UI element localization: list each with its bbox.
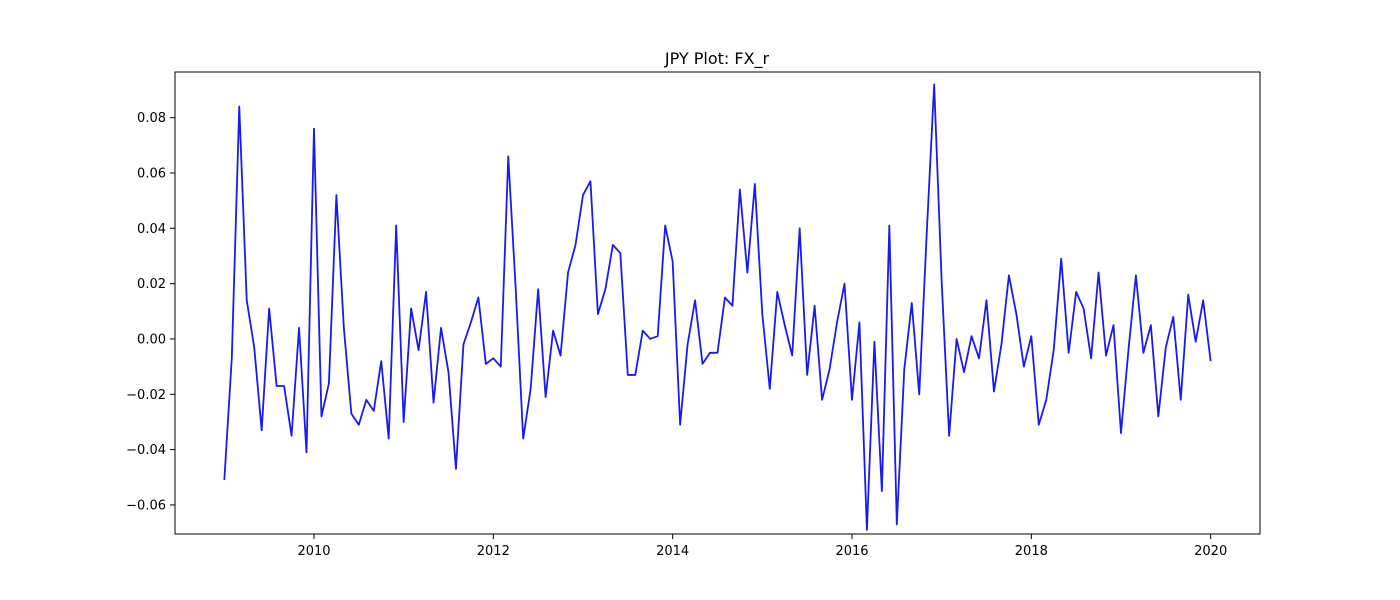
series-layer	[223, 83, 1212, 531]
x-tick-label: 2010	[297, 544, 330, 559]
y-tick-label: 0.02	[137, 277, 166, 292]
x-tick-label: 2014	[656, 544, 689, 559]
y-tick-label: 0.04	[137, 222, 166, 237]
y-tick-label: −0.06	[126, 498, 166, 513]
y-tick-label: 0.06	[137, 166, 166, 181]
series-line	[223, 83, 1212, 531]
y-tick-label: 0.00	[137, 332, 166, 347]
y-axis: −0.06 −0.04 −0.02 0.00 0.02 0.04 0.06 0.08	[126, 111, 175, 513]
y-tick-label: −0.04	[126, 443, 166, 458]
plot-area	[174, 71, 1261, 535]
y-tick-label: 0.08	[137, 111, 166, 126]
y-tick-label: −0.02	[126, 388, 166, 403]
x-tick-label: 2012	[477, 544, 510, 559]
x-tick-label: 2018	[1015, 544, 1048, 559]
plot-frame	[174, 71, 1261, 535]
x-axis: 2010 2012 2014 2016 2018 2020	[297, 534, 1227, 559]
x-tick-label: 2016	[835, 544, 868, 559]
x-tick-label: 2020	[1194, 544, 1227, 559]
chart-title: JPY Plot: FX_r	[664, 49, 770, 69]
